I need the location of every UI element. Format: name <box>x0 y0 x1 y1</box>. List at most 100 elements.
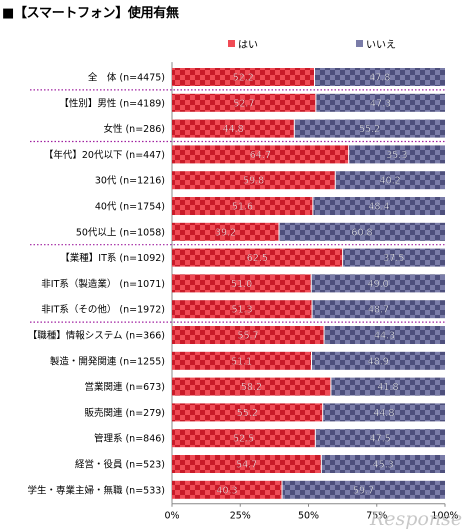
data-label-yes: 51.1 <box>231 356 252 367</box>
data-label-yes: 52.2 <box>233 73 254 84</box>
bar-no <box>335 171 445 190</box>
bar-no <box>311 274 445 293</box>
legend-item-yes: はい <box>228 36 258 51</box>
bar-yes <box>172 222 280 241</box>
data-label-yes: 59.8 <box>243 176 264 187</box>
category-label: 30代 (n=1216) <box>95 176 165 187</box>
data-label-no: 55.2 <box>359 124 380 135</box>
bar-yes <box>172 68 315 86</box>
data-label-yes: 51.3 <box>231 305 252 316</box>
category-label: 【年代】20代以下 (n=447) <box>44 149 165 161</box>
category-label: 40代 (n=1754) <box>95 202 165 213</box>
category-label: 管理系 (n=846) <box>94 433 165 445</box>
bar-no <box>312 197 445 215</box>
bar-yes <box>172 429 316 448</box>
data-label-yes: 52.5 <box>233 434 254 445</box>
bar-yes <box>172 455 322 473</box>
bar-no <box>314 68 445 86</box>
category-label: 【性別】男性 (n=4189) <box>59 97 165 109</box>
category-label: 非IT系（その他） (n=1972) <box>41 304 165 316</box>
data-label-no: 48.4 <box>368 202 389 213</box>
bar-no <box>321 455 445 473</box>
bar-yes <box>172 300 313 319</box>
data-label-no: 47.3 <box>370 98 391 109</box>
bar-no <box>279 222 445 241</box>
data-label-yes: 39.2 <box>215 227 236 238</box>
bar-yes <box>172 197 313 215</box>
data-label-no: 35.3 <box>386 150 407 161</box>
legend-label-yes: はい <box>238 40 258 51</box>
category-label: 女性 (n=286) <box>103 123 165 135</box>
x-tick-label: 100% <box>431 511 458 522</box>
legend-label-no: いいえ <box>366 40 396 51</box>
bar-no <box>342 248 445 267</box>
bar-yes <box>172 326 325 344</box>
category-label: 【職種】情報システム (n=366) <box>28 330 165 342</box>
data-label-yes: 51.0 <box>231 279 252 290</box>
bar-yes <box>172 119 295 138</box>
category-label: 全 体 (n=4475) <box>88 72 165 84</box>
data-label-yes: 62.5 <box>247 253 268 264</box>
category-label: 【業種】IT系 (n=1092) <box>60 252 165 264</box>
bar-yes <box>172 403 323 422</box>
category-label: 販売関連 (n=279) <box>84 407 165 419</box>
data-label-yes: 51.6 <box>232 202 253 213</box>
data-label-no: 59.7 <box>353 485 374 496</box>
category-label: 経営・役員 (n=523) <box>75 459 165 471</box>
bar-no <box>348 145 445 164</box>
data-label-no: 60.8 <box>351 227 372 238</box>
data-label-no: 48.9 <box>368 356 389 367</box>
bar-yes <box>172 274 312 293</box>
data-label-yes: 55.7 <box>237 331 258 342</box>
data-label-yes: 52.7 <box>233 98 254 109</box>
data-label-yes: 40.3 <box>216 485 237 496</box>
x-tick-label: 75% <box>366 511 387 522</box>
bar-yes <box>172 351 312 370</box>
bar-no <box>312 300 445 319</box>
x-tick-label: 0% <box>164 511 179 522</box>
category-label: 50代以上 (n=1058) <box>76 227 165 238</box>
bar-no <box>311 351 445 370</box>
bar-no <box>330 377 445 396</box>
data-label-no: 47.5 <box>370 434 391 445</box>
data-label-no: 49.0 <box>368 279 389 290</box>
data-label-yes: 44.8 <box>223 124 244 135</box>
data-label-no: 37.5 <box>383 253 404 264</box>
x-tick-label: 50% <box>298 511 319 522</box>
category-label: 製造・開発関連 (n=1255) <box>50 355 165 367</box>
data-label-no: 45.3 <box>373 460 394 471</box>
bar-no <box>315 93 445 112</box>
bar-yes <box>172 377 331 396</box>
data-label-no: 44.8 <box>373 408 394 419</box>
data-label-no: 47.8 <box>369 73 390 84</box>
data-label-yes: 54.7 <box>236 460 257 471</box>
category-label: 学生・専業主婦・無職 (n=533) <box>27 484 165 496</box>
watermark-logo: Response <box>370 508 463 530</box>
data-label-no: 40.2 <box>380 176 401 187</box>
x-tick-label: 25% <box>230 511 251 522</box>
bar-yes <box>172 145 349 164</box>
chart-title: ■【スマートフォン】使用有無 <box>2 6 179 21</box>
data-label-no: 44.3 <box>374 331 395 342</box>
legend-swatch-yes <box>228 40 235 47</box>
legend-swatch-no <box>356 40 363 47</box>
data-label-no: 41.8 <box>377 382 398 393</box>
category-label: 非IT系（製造業） (n=1071) <box>41 278 165 290</box>
data-label-yes: 64.7 <box>250 150 271 161</box>
bar-no <box>315 429 445 448</box>
bar-no <box>294 119 445 138</box>
bar-no <box>324 326 445 344</box>
bar-no <box>322 403 445 422</box>
bar-yes <box>172 480 283 499</box>
data-label-yes: 55.2 <box>237 408 258 419</box>
bar-yes <box>172 171 336 190</box>
bar-yes <box>172 93 316 112</box>
data-label-yes: 58.2 <box>241 382 262 393</box>
bar-yes <box>172 248 343 267</box>
category-label: 営業関連 (n=673) <box>84 381 165 393</box>
bar-no <box>282 480 445 499</box>
legend-item-no: いいえ <box>356 36 396 51</box>
data-label-no: 48.7 <box>368 305 389 316</box>
